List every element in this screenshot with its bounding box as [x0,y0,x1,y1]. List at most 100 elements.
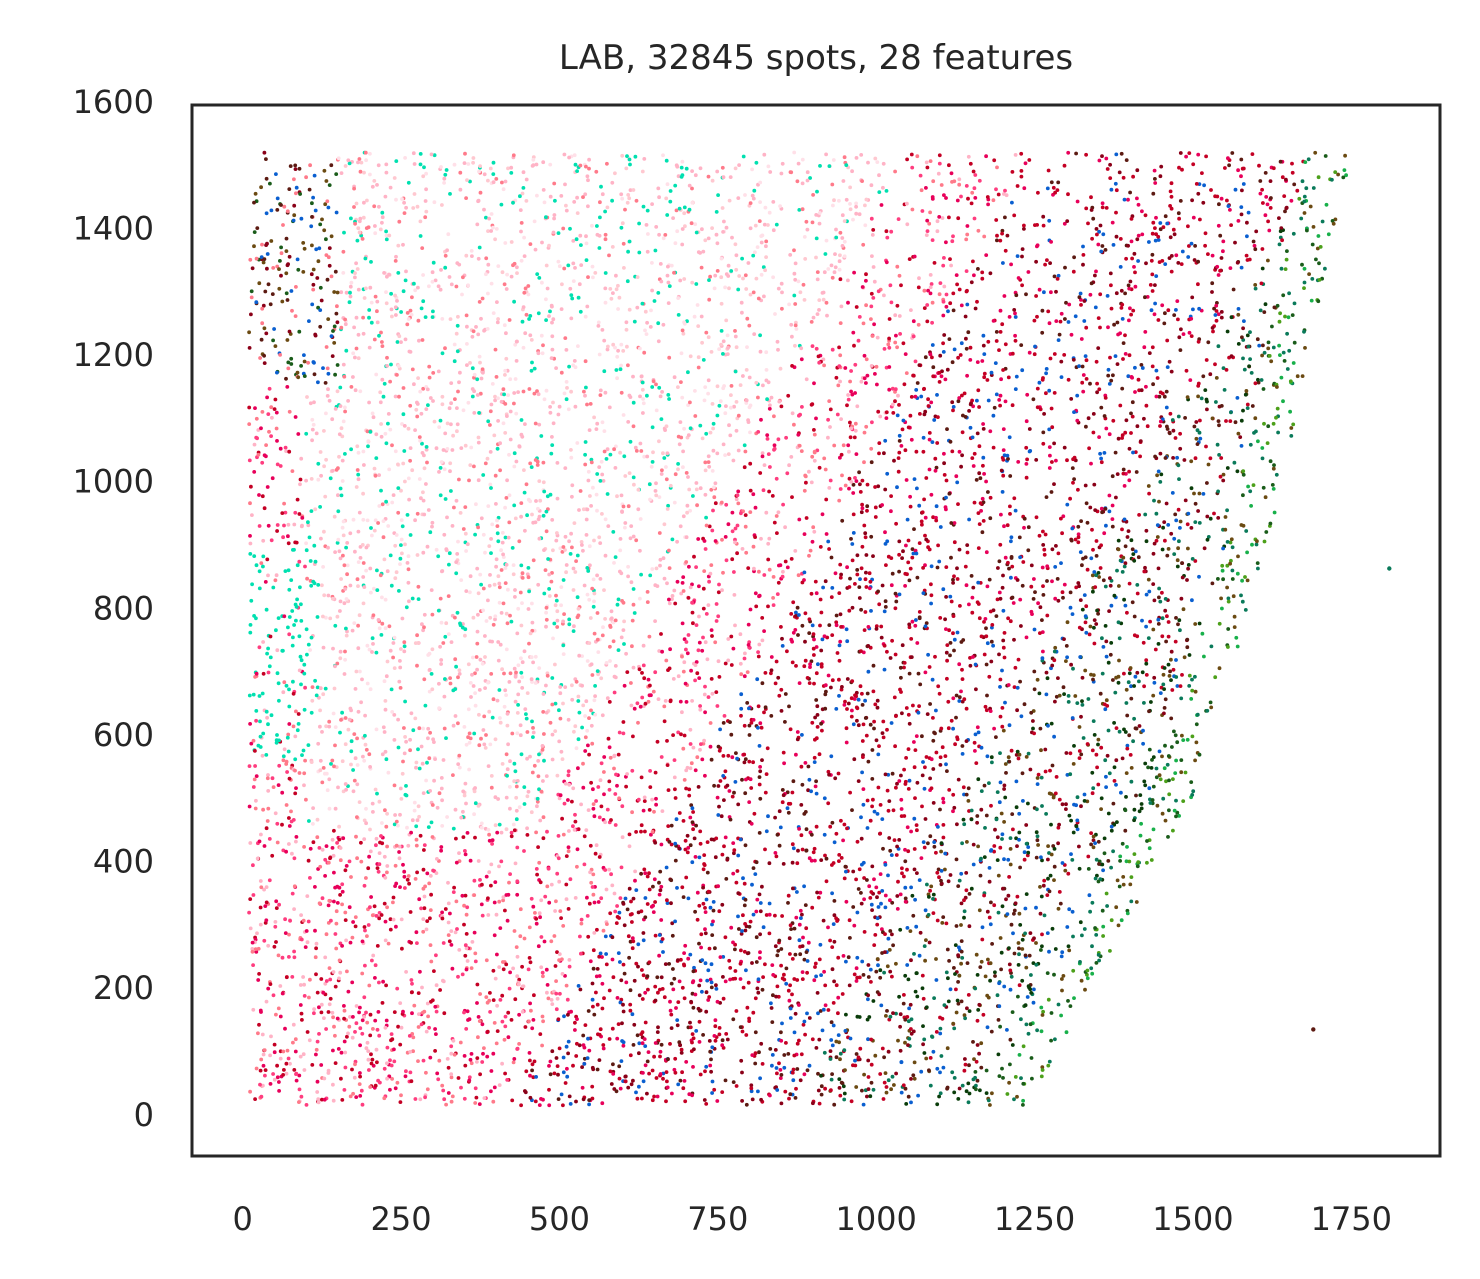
spot-point [920,986,925,991]
spot-point [906,747,911,751]
spot-point [713,481,718,486]
spot-point [1197,621,1202,626]
spot-point [393,1086,398,1091]
spot-point [983,974,988,979]
spot-point [870,233,875,237]
spot-point [1129,696,1134,701]
spot-point [902,993,906,997]
spot-point [790,334,794,339]
spot-point [794,752,798,757]
spot-point [775,984,780,989]
spot-point [716,813,721,817]
spot-point [912,1060,917,1065]
spot-point [344,597,349,601]
spot-point [897,450,902,455]
spot-point [832,1102,837,1107]
spot-point [409,312,414,317]
spot-point [365,934,369,938]
spot-point [800,733,804,737]
spot-point [720,537,724,542]
spot-point [456,721,460,726]
spot-point [889,556,894,560]
spot-point [834,227,838,232]
spot-point [924,233,929,238]
spot-point [548,162,553,167]
spot-point [818,890,823,895]
spot-point [421,498,426,503]
spot-point [628,1002,633,1007]
spot-point [358,1071,362,1075]
spot-point [304,1103,309,1107]
spot-point [887,317,892,321]
spot-point [1330,177,1334,182]
spot-point [1088,624,1093,629]
spot-point [294,191,298,196]
spot-point [607,1037,612,1041]
spot-point [1191,215,1196,220]
spot-point [270,853,275,858]
spot-point [846,278,850,283]
spot-point [860,544,865,549]
spot-point [608,755,613,760]
spot-point [814,645,819,649]
spot-point [385,905,389,910]
spot-point [896,1038,900,1043]
spot-point [619,865,624,870]
spot-point [802,1072,807,1077]
spot-point [455,349,460,354]
spot-point [641,401,646,406]
spot-point [1096,782,1101,787]
spot-point [939,1054,944,1058]
spot-point [479,821,484,826]
spot-point [460,972,465,977]
spot-point [763,671,768,675]
spot-point [1156,318,1161,322]
spot-point [320,217,324,222]
spot-point [609,1082,614,1086]
spot-point [961,817,966,822]
spot-point [785,649,789,654]
spot-point [995,238,999,243]
spot-point [1013,665,1018,670]
spot-point [422,625,426,630]
spot-point [447,406,452,411]
spot-point [955,577,960,581]
spot-point [421,550,426,555]
spot-point [584,828,589,832]
spot-point [375,944,380,948]
spot-point [355,444,360,449]
spot-point [1084,377,1089,381]
spot-point [344,633,349,638]
spot-point [871,999,876,1003]
spot-point [296,375,301,380]
spot-point [789,927,793,931]
spot-point [558,685,563,689]
spot-point [829,555,834,560]
spot-point [319,473,323,478]
spot-point [659,632,663,636]
spot-point [853,421,858,426]
spot-point [660,649,664,654]
spot-point [275,821,280,826]
spot-point [512,464,517,469]
spot-point [400,946,404,951]
spot-point [880,817,885,821]
spot-point [421,929,426,934]
spot-point [854,979,859,983]
spot-point [632,611,637,615]
spot-point [279,273,283,278]
spot-point [846,701,851,706]
spot-point [788,253,793,257]
spot-point [871,265,876,269]
spot-point [1124,859,1129,864]
spot-point [457,477,461,482]
spot-point [1171,227,1176,232]
spot-point [886,936,891,941]
spot-point [758,909,763,914]
spot-point [467,1075,472,1080]
spot-point [577,653,582,658]
spot-point [310,438,314,443]
spot-point [340,525,345,530]
spot-point [600,713,605,718]
spot-point [820,637,825,642]
